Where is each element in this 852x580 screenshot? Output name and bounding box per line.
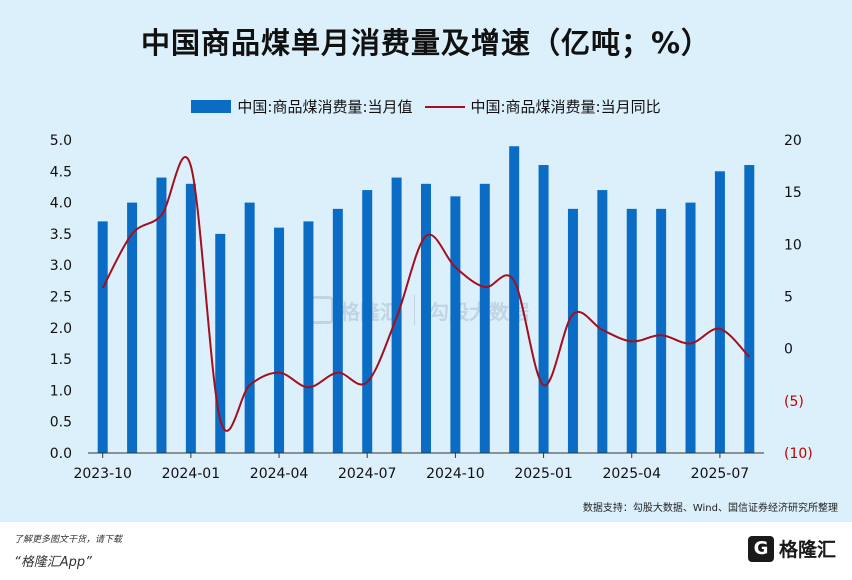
x-tick-label: 2024-10 <box>426 466 485 482</box>
x-tick-label: 2024-04 <box>250 466 309 482</box>
legend-bar-label: 中国:商品煤消费量:当月值 <box>237 98 413 116</box>
x-tick-label: 2025-01 <box>514 466 573 482</box>
bar-2025-01 <box>538 165 549 454</box>
y-right-tick-label: (10) <box>784 446 813 462</box>
bar-2025-02 <box>567 208 578 453</box>
bar-2024-11 <box>479 183 490 453</box>
source-note: 数据支持：勾股大数据、Wind、国信证券经济研究所整理 <box>582 503 838 514</box>
bar-2024-04 <box>274 227 285 453</box>
y-right-tick-label: 20 <box>784 133 802 149</box>
y-left-tick-label: 5.0 <box>50 133 72 149</box>
y-right-tick-label: 15 <box>784 185 802 201</box>
chart-svg: 0.0 0.5 1.0 1.5 2.0 2.5 3.0 3.5 4.0 4.5 5.0 (10) (5)… <box>50 133 813 482</box>
x-tick-label: 2024-07 <box>338 466 397 482</box>
bar-2023-12 <box>156 177 167 453</box>
watermark-divider <box>414 295 415 325</box>
y-left-tick-label: 4.0 <box>50 196 72 212</box>
y-left-tick-label: 3.0 <box>50 258 72 274</box>
bar-2025-07 <box>714 171 725 454</box>
y-right-tick-label: 5 <box>784 290 793 306</box>
y-right-tick-label: 0 <box>784 342 793 358</box>
legend: 中国:商品煤消费量:当月值 中国:商品煤消费量:当月同比 <box>0 96 852 117</box>
bar-2024-01 <box>185 183 196 453</box>
bar-2025-03 <box>597 190 608 453</box>
bar-2024-03 <box>244 202 255 453</box>
bar-2024-09 <box>421 183 431 453</box>
y-left-tick-label: 4.5 <box>50 164 72 180</box>
y-left-tick-label: 0.5 <box>50 415 72 431</box>
x-tick-label: 2023-10 <box>73 466 132 482</box>
y-left-tick-label: 1.5 <box>50 352 72 368</box>
brand: G 格隆汇 <box>747 535 836 562</box>
bar-2023-11 <box>127 202 138 453</box>
footer-promo: 了解更多图文干货，请下载 “格隆汇App” <box>14 532 122 570</box>
bar-2024-12 <box>509 146 520 453</box>
y-right-tick-label: 10 <box>784 237 802 253</box>
bar-2024-07 <box>362 190 373 453</box>
x-tick-label: 2025-07 <box>691 466 750 482</box>
y-left-tick-label: 1.0 <box>50 383 72 399</box>
legend-bar-swatch <box>191 100 232 113</box>
y-left-tick-label: 2.0 <box>50 321 72 337</box>
series-line-yoy <box>101 156 751 432</box>
chart-title: 中国商品煤单月消费量及增速（亿吨；%） <box>140 26 712 60</box>
legend-item-line: 中国:商品煤消费量:当月同比 <box>424 96 661 117</box>
x-tick-label: 2025-04 <box>602 466 661 482</box>
bar-2024-02 <box>215 233 226 453</box>
bar-2025-08 <box>744 165 755 454</box>
legend-line-label: 中国:商品煤消费量:当月同比 <box>470 98 661 116</box>
footer-line-2: “格隆汇App” <box>14 555 92 570</box>
y-left-tick-label: 0.0 <box>50 446 72 462</box>
bar-2025-06 <box>685 202 696 453</box>
legend-line-swatch <box>424 105 465 108</box>
bar-2024-05 <box>303 221 314 453</box>
bar-2025-04 <box>626 208 637 453</box>
y-right-tick-label: (5) <box>784 394 804 410</box>
brand-logo-icon: G <box>747 535 774 562</box>
legend-item-bar: 中国:商品煤消费量:当月值 <box>191 96 413 117</box>
bar-2023-10 <box>97 221 108 453</box>
footer-line-1: 了解更多图文干货，请下载 <box>14 535 123 545</box>
brand-name: 格隆汇 <box>778 539 836 561</box>
y-left-tick-label: 2.5 <box>50 290 72 306</box>
bar-2025-05 <box>656 208 667 453</box>
y-left-tick-label: 3.5 <box>50 227 72 243</box>
bar-2024-10 <box>450 196 461 453</box>
bar-2024-06 <box>332 208 343 453</box>
x-tick-label: 2024-01 <box>162 466 221 482</box>
